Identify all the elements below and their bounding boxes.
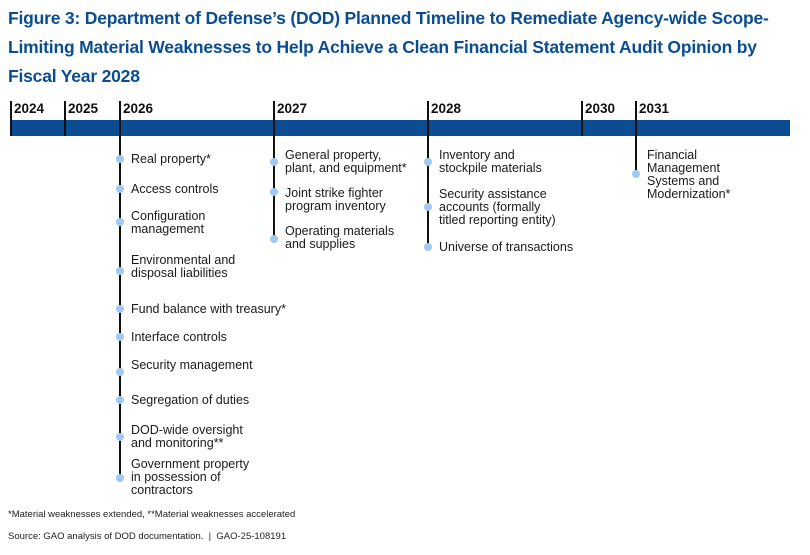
column-line-2031 <box>635 136 637 174</box>
milestone-item: Security assistance accounts (formally tit… <box>439 187 556 227</box>
year-tick <box>10 101 12 136</box>
milestone-dot-icon <box>116 474 124 482</box>
milestone-dot-icon <box>424 158 432 166</box>
milestone-dot-icon <box>116 305 124 313</box>
column-line-2027 <box>273 136 275 239</box>
milestone-dot-icon <box>270 158 278 166</box>
year-label-2031: 2031 <box>639 101 670 116</box>
milestone-dot-icon <box>116 267 124 275</box>
milestone-dot-icon <box>116 368 124 376</box>
milestone-dot-icon <box>424 203 432 211</box>
milestone-item: Environmental and disposal liabilities <box>131 253 236 280</box>
year-label-2028: 2028 <box>431 101 462 116</box>
milestone-item: Operating materials and supplies <box>285 224 395 251</box>
milestone-item: DOD-wide oversight and monitoring** <box>131 423 243 450</box>
year-label-2026: 2026 <box>123 101 154 116</box>
milestone-dot-icon <box>116 185 124 193</box>
milestone-item: Access controls <box>131 182 219 196</box>
year-label-2024: 2024 <box>14 101 45 116</box>
milestone-item: Universe of transactions <box>439 240 574 254</box>
milestone-dot-icon <box>116 218 124 226</box>
footnote: *Material weaknesses extended, **Materia… <box>8 509 296 520</box>
year-tick <box>581 101 583 136</box>
milestone-item: Inventory and stockpile materials <box>439 148 542 175</box>
title-line: Fiscal Year 2028 <box>8 66 140 86</box>
milestone-item: Financial Management Systems and Modernizat… <box>647 148 731 201</box>
milestone-item: General property, plant, and equipment* <box>285 148 407 175</box>
milestone-dot-icon <box>632 170 640 178</box>
timeline-bar <box>11 120 790 136</box>
milestone-item: Joint strike fighter program inventory <box>285 186 386 213</box>
milestone-item: Fund balance with treasury* <box>131 302 286 316</box>
year-label-2027: 2027 <box>277 101 308 116</box>
year-label-2030: 2030 <box>585 101 616 116</box>
milestone-dot-icon <box>116 433 124 441</box>
milestone-item: Configuration management <box>131 209 206 236</box>
milestone-dot-icon <box>116 333 124 341</box>
milestone-dot-icon <box>116 155 124 163</box>
milestone-item: Government property in possession of contr… <box>131 457 250 497</box>
milestone-dot-icon <box>424 243 432 251</box>
year-tick <box>64 101 66 136</box>
milestone-dot-icon <box>116 396 124 404</box>
year-tick <box>427 101 429 136</box>
milestone-dot-icon <box>270 235 278 243</box>
year-tick <box>119 101 121 136</box>
title-line: Figure 3: Department of Defense’s (DOD) … <box>8 8 769 28</box>
source-note: Source: GAO analysis of DOD documentatio… <box>8 531 287 542</box>
column-line-2028 <box>427 136 429 247</box>
milestone-dot-icon <box>270 188 278 196</box>
milestone-item: Segregation of duties <box>131 393 250 407</box>
milestone-item: Interface controls <box>131 330 227 344</box>
milestone-item: Real property* <box>131 152 211 166</box>
title-line: Limiting Material Weaknesses to Help Ach… <box>8 37 757 57</box>
figure-title: Figure 3: Department of Defense’s (DOD) … <box>8 4 808 91</box>
year-tick <box>273 101 275 136</box>
year-tick <box>635 101 637 136</box>
year-label-2025: 2025 <box>68 101 99 116</box>
milestone-item: Security management <box>131 358 253 372</box>
